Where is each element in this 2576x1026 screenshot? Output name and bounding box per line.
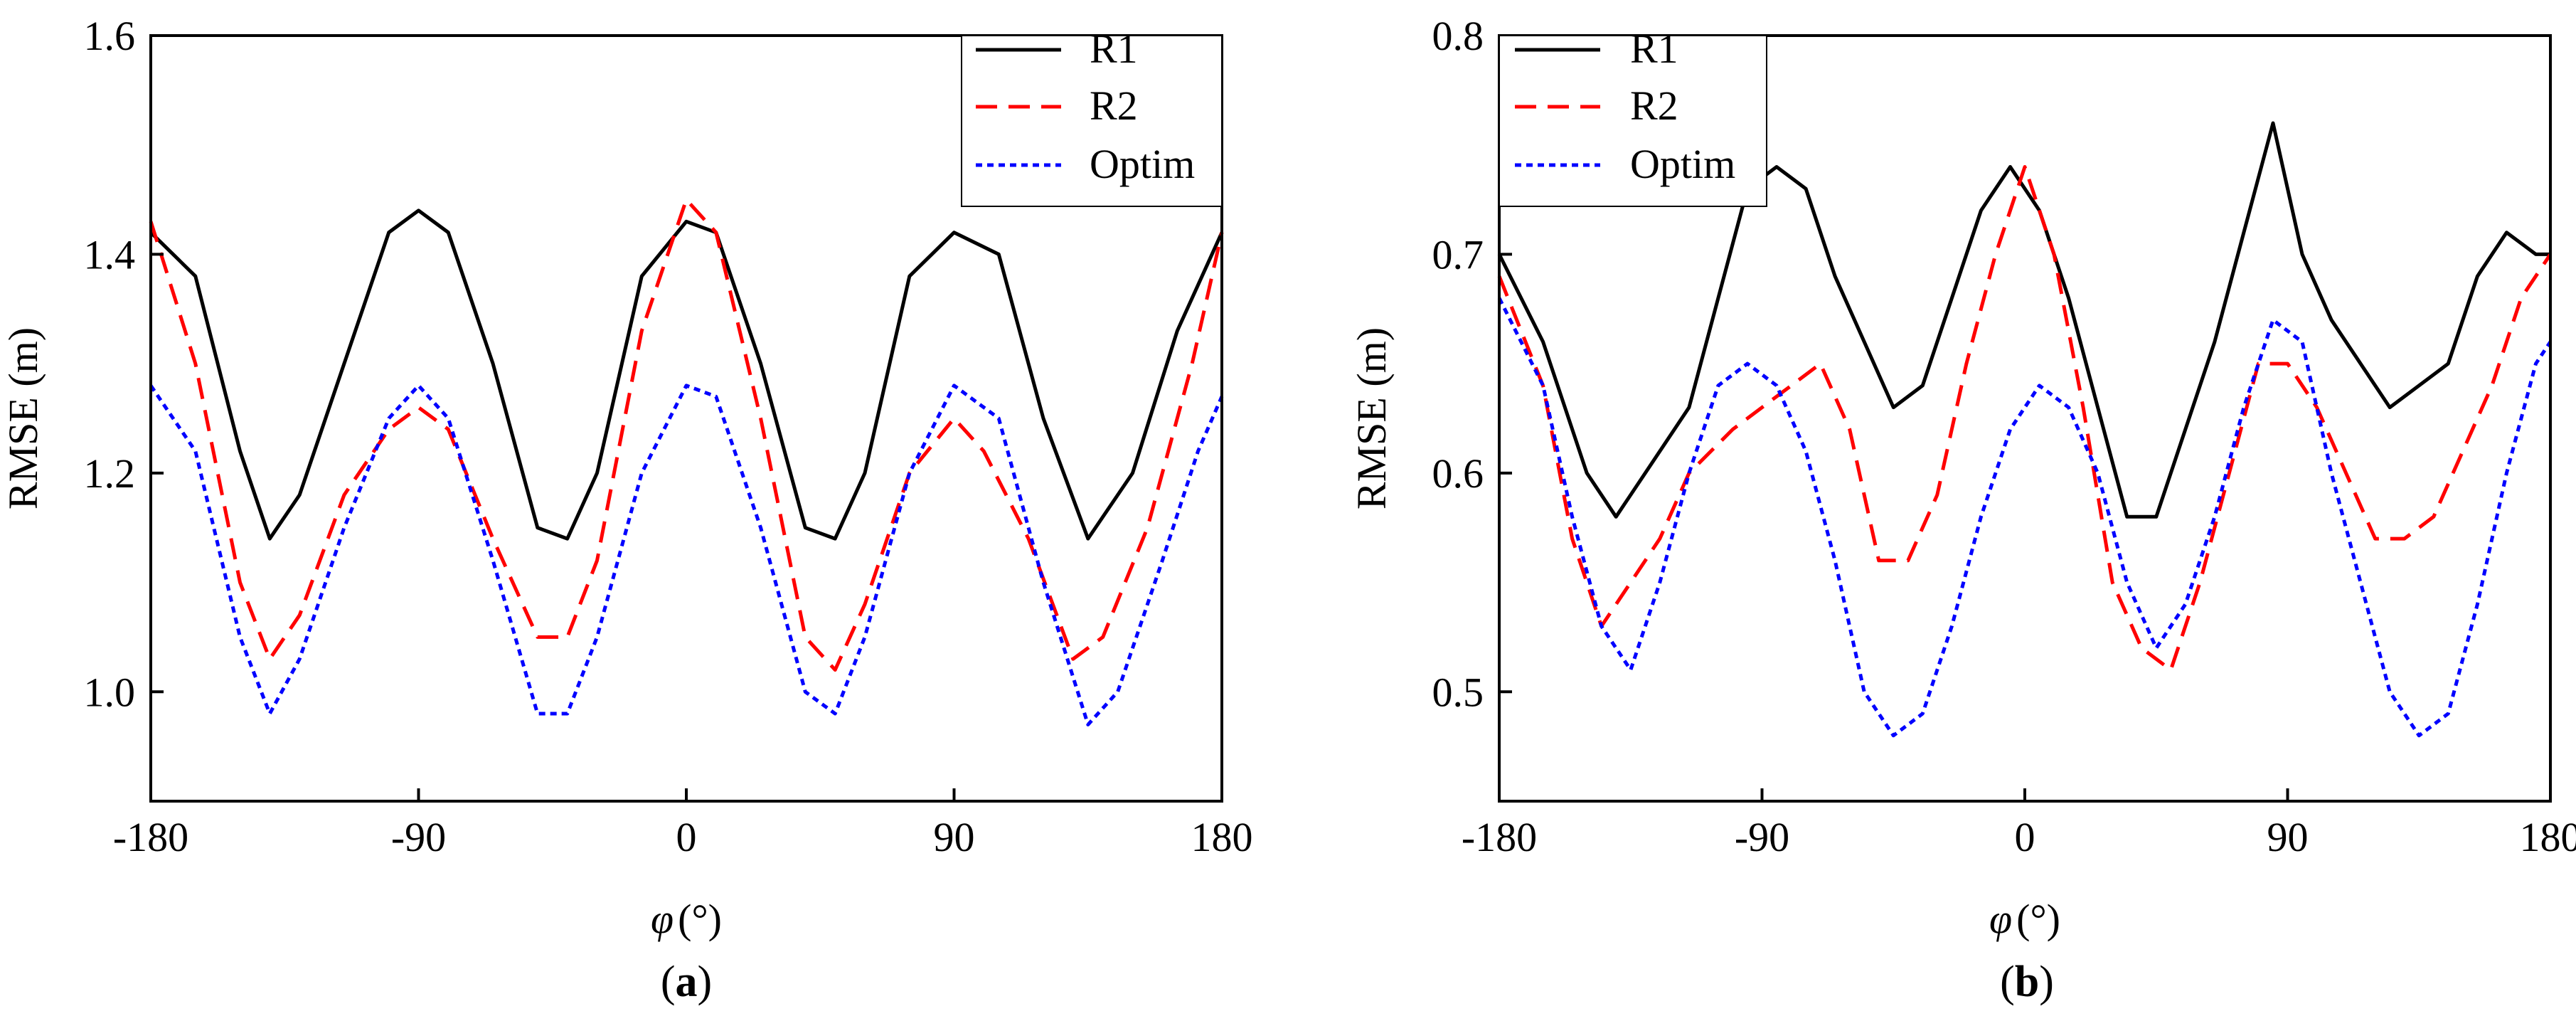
- series-line-r2: [1497, 165, 2553, 672]
- y-tick-label: 1.6: [84, 13, 136, 59]
- y-axis-label: RMSE (m): [1348, 327, 1395, 509]
- y-tick-label: 1.2: [84, 450, 136, 497]
- y-tick-label: 1.0: [84, 669, 136, 715]
- y-tick-label: 0.7: [1432, 231, 1484, 277]
- caption-letter: b: [2015, 958, 2039, 1006]
- y-tick-label: 0.5: [1432, 669, 1484, 715]
- legend-label-r2: R2: [1090, 83, 1138, 129]
- x-axis-label: φ (°): [1989, 896, 2060, 942]
- x-axis-label: φ (°): [651, 896, 722, 942]
- y-tick-label: 0.8: [1432, 13, 1484, 59]
- legend: R1 R2 Optim: [961, 26, 1223, 207]
- y-axis-label: RMSE (m): [0, 327, 46, 509]
- legend-label-r2: R2: [1630, 83, 1678, 129]
- caption-close-paren: ): [698, 958, 713, 1006]
- panel-caption: (a): [661, 958, 712, 1006]
- series-line-r2: [149, 198, 1224, 672]
- caption-open-paren: (: [2000, 958, 2015, 1006]
- x-tick-label: -90: [391, 814, 446, 860]
- y-tick-label: 1.4: [84, 231, 136, 277]
- x-axis-symbol: φ: [1989, 896, 2012, 942]
- legend-label-optim: Optim: [1630, 141, 1735, 187]
- x-tick-label: 0: [2015, 814, 2035, 860]
- caption-open-paren: (: [661, 958, 676, 1006]
- x-axis-unit: (°): [678, 896, 722, 942]
- series-line-optim: [149, 384, 1224, 726]
- legend-box: [961, 35, 1223, 207]
- legend: R1 R2 Optim: [1499, 26, 1767, 207]
- x-tick-label: 180: [1191, 814, 1253, 860]
- caption-close-paren: ): [2039, 958, 2054, 1006]
- x-tick-label: -180: [113, 814, 188, 860]
- legend-label-r1: R1: [1090, 26, 1138, 72]
- x-tick-label: 180: [2520, 814, 2576, 860]
- x-tick-label: 0: [676, 814, 697, 860]
- x-tick-label: 90: [934, 814, 975, 860]
- panel-caption: (b): [2000, 958, 2054, 1006]
- x-tick-label: 90: [2267, 814, 2309, 860]
- series-line-optim: [1497, 297, 2553, 738]
- x-axis-unit: (°): [2016, 896, 2060, 942]
- legend-box: [1499, 35, 1767, 207]
- series-line-r1: [149, 208, 1224, 541]
- y-tick-label: 0.6: [1432, 450, 1484, 497]
- caption-letter: a: [676, 958, 698, 1006]
- x-tick-label: -90: [1735, 814, 1789, 860]
- x-tick-label: -180: [1462, 814, 1537, 860]
- legend-label-r1: R1: [1630, 26, 1678, 72]
- legend-label-optim: Optim: [1090, 141, 1195, 187]
- x-axis-symbol: φ: [651, 896, 674, 942]
